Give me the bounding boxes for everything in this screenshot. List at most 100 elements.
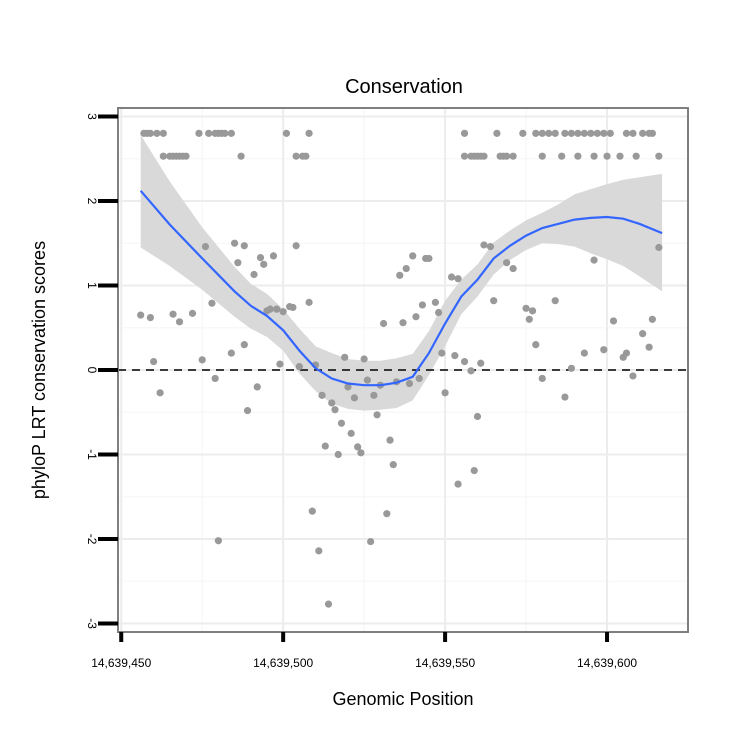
- y-tick-label: -2: [85, 534, 99, 545]
- data-point: [146, 129, 154, 137]
- data-point: [234, 259, 242, 267]
- data-point: [379, 319, 388, 328]
- data-point: [305, 129, 313, 137]
- data-point: [169, 310, 177, 318]
- data-point: [347, 429, 355, 437]
- y-tick-label: 1: [85, 282, 99, 289]
- data-point: [600, 129, 608, 137]
- data-point: [477, 359, 485, 367]
- data-point: [590, 256, 598, 264]
- data-point: [509, 264, 517, 273]
- data-point: [243, 406, 252, 415]
- data-point: [230, 239, 239, 247]
- x-tick-label: 14,639,500: [253, 656, 313, 670]
- data-point: [532, 129, 540, 137]
- data-point: [260, 260, 268, 268]
- data-point: [253, 383, 261, 391]
- data-point: [273, 305, 281, 313]
- data-point: [240, 341, 248, 349]
- data-point: [522, 304, 530, 312]
- data-point: [412, 313, 420, 321]
- data-point: [195, 129, 203, 137]
- data-point: [561, 393, 569, 401]
- smooth-trend-line: [139, 190, 663, 387]
- data-point: [574, 129, 582, 137]
- data-point: [405, 379, 414, 388]
- data-point: [460, 129, 469, 137]
- data-point: [350, 394, 359, 402]
- data-point: [282, 129, 291, 137]
- y-axis-label: phyloP LRT conservation scores: [29, 241, 49, 499]
- data-point: [616, 152, 624, 160]
- data-point: [655, 152, 663, 160]
- data-point: [590, 152, 598, 160]
- data-point: [609, 317, 618, 325]
- data-point: [289, 303, 297, 312]
- data-point: [276, 360, 284, 368]
- data-point: [558, 152, 566, 160]
- data-point: [567, 364, 576, 372]
- data-point: [519, 129, 527, 137]
- data-point: [386, 436, 394, 444]
- data-point: [182, 152, 190, 160]
- data-point: [201, 243, 210, 251]
- data-point: [503, 152, 511, 160]
- data-point: [447, 273, 456, 281]
- data-point: [425, 254, 433, 263]
- data-point: [318, 391, 326, 399]
- data-point: [538, 152, 546, 160]
- data-point: [334, 450, 342, 459]
- data-point: [545, 129, 553, 137]
- data-point: [153, 129, 161, 137]
- data-point: [551, 129, 559, 137]
- data-point: [655, 243, 663, 252]
- y-axis: -3 -2 -1 0 1 2 3: [85, 113, 118, 629]
- data-point: [367, 537, 375, 546]
- y-tick-label: 2: [85, 198, 99, 205]
- data-point: [227, 129, 235, 137]
- data-point: [363, 376, 371, 384]
- data-point: [431, 298, 439, 306]
- data-point: [221, 129, 229, 137]
- data-point: [538, 374, 546, 383]
- data-point: [561, 129, 569, 137]
- data-point: [354, 443, 362, 451]
- x-tick-label: 14,639,450: [91, 656, 151, 670]
- data-point: [150, 357, 158, 366]
- data-point: [587, 129, 595, 137]
- data-point: [205, 129, 213, 137]
- data-point: [389, 461, 397, 469]
- x-axis-label: Genomic Position: [332, 689, 473, 709]
- data-point: [344, 383, 352, 391]
- data-point: [315, 547, 323, 555]
- x-tick-label: 14,639,600: [577, 656, 637, 670]
- data-point: [305, 298, 313, 306]
- data-point: [237, 152, 245, 160]
- data-point: [324, 600, 333, 608]
- data-point: [580, 129, 588, 137]
- data-point: [532, 341, 540, 349]
- data-point: [480, 241, 488, 249]
- data-point: [409, 252, 417, 260]
- data-point: [629, 129, 637, 137]
- data-point: [645, 343, 653, 351]
- data-point: [159, 129, 167, 137]
- data-point: [156, 389, 164, 397]
- data-point: [331, 406, 339, 414]
- x-tick-label: 14,639,550: [415, 656, 475, 670]
- data-point: [370, 391, 378, 399]
- data-point: [308, 507, 316, 515]
- data-point: [435, 308, 443, 317]
- data-point: [292, 242, 300, 250]
- data-point: [337, 419, 346, 427]
- data-point: [279, 308, 287, 316]
- data-point: [198, 356, 206, 364]
- data-point: [528, 307, 537, 315]
- data-point: [648, 129, 656, 137]
- data-point: [418, 301, 427, 309]
- data-point: [470, 466, 478, 475]
- data-point: [373, 411, 381, 419]
- data-point: [292, 152, 300, 160]
- data-point: [402, 264, 410, 273]
